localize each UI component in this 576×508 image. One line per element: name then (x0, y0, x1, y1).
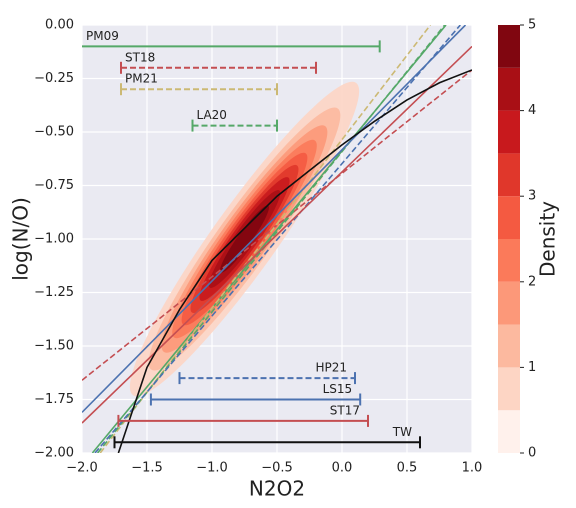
range-bars: PM09 ST18 PM21 LA20 HP21 LS15 ST17 TW (82, 29, 421, 449)
calibration-line (94, 25, 461, 453)
y-axis-label: log(N/O) (9, 197, 33, 281)
y-tick-label: −2.00 (34, 446, 74, 461)
x-tick-label: −1.5 (131, 461, 163, 476)
range-label: ST18 (125, 50, 155, 64)
axes: −2.0 −1.5 −1.0 −0.5 0.0 0.5 1.0 0.00 −0.25 −0.50 −… (34, 18, 482, 476)
colorbar-tick-label: 5 (528, 18, 536, 33)
x-tick-label: 0.0 (332, 461, 353, 476)
y-tick-label: −1.25 (34, 285, 74, 300)
calibration-line (82, 45, 472, 424)
colorbar-band (498, 324, 520, 368)
x-tick-label: −0.5 (261, 461, 293, 476)
colorbar-band (498, 239, 520, 282)
range-label: LA20 (197, 108, 227, 122)
x-tick-label: 1.0 (462, 461, 483, 476)
y-tick-label: −1.00 (34, 232, 74, 247)
x-axis-label: N2O2 (249, 477, 305, 501)
range-label: HP21 (315, 361, 347, 375)
x-tick-label: −1.0 (196, 461, 228, 476)
range-label: PM21 (125, 72, 158, 86)
colorbar-band (498, 367, 520, 411)
colorbar-band (498, 196, 520, 239)
density-contour (219, 205, 270, 273)
y-tick-label: −0.50 (34, 125, 74, 140)
calibration-line (117, 69, 472, 453)
colorbar-band (498, 153, 520, 197)
range-label: LS15 (323, 382, 353, 396)
x-tick-label: −2.0 (66, 461, 98, 476)
y-tick-label: −1.75 (34, 392, 74, 407)
y-tick-label: −0.75 (34, 178, 74, 193)
y-tick-label: −0.25 (34, 71, 74, 86)
colorbar-band (498, 110, 520, 154)
calibration-line (82, 69, 472, 381)
y-tick-label: 0.00 (45, 18, 74, 33)
colorbar-tick-label: 3 (528, 189, 536, 204)
colorbar-band (498, 67, 520, 111)
lines (82, 25, 472, 453)
range-label: PM09 (86, 29, 119, 43)
colorbar-tick-label: 1 (528, 360, 536, 375)
range-label: ST17 (330, 403, 360, 417)
colorbar: 0 1 2 3 4 5 (498, 18, 536, 461)
colorbar-tick-label: 4 (528, 103, 536, 118)
colorbar-tick-label: 2 (528, 274, 536, 289)
colorbar-band (498, 25, 520, 68)
calibration-line (82, 25, 467, 413)
range-label: TW (392, 425, 412, 439)
x-tick-label: 0.5 (397, 461, 418, 476)
colorbar-label: Density (536, 201, 560, 277)
colorbar-band (498, 410, 520, 453)
y-tick-label: −1.50 (34, 339, 74, 354)
colorbar-band (498, 281, 520, 325)
colorbar-tick-label: 0 (528, 446, 536, 461)
